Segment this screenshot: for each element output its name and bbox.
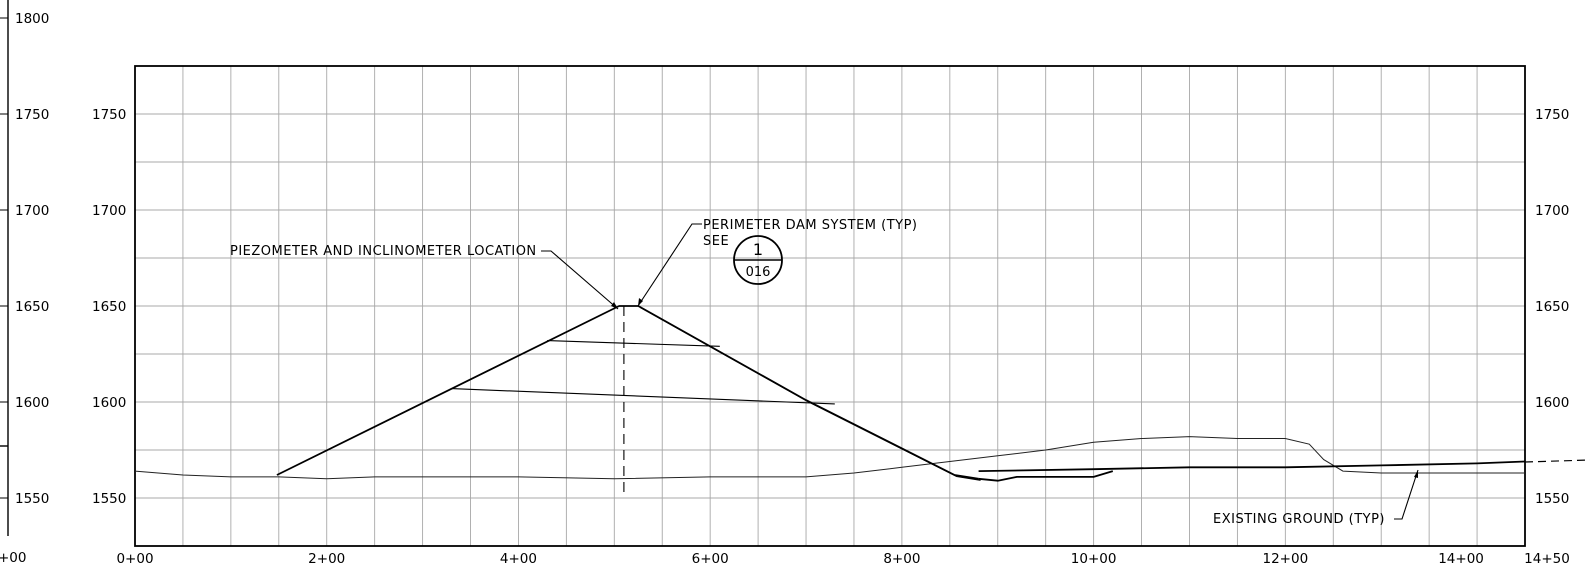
piezometer-leader xyxy=(541,250,619,310)
existing-ground-label: EXISTING GROUND (TYP) xyxy=(1213,512,1385,527)
station-tick-label: 12+00 xyxy=(1263,551,1309,567)
dam-system-callout: PERIMETER DAM SYSTEM (TYP) SEE 1 016 xyxy=(637,218,918,307)
dam-downstream-slope-line xyxy=(637,305,979,480)
profile-series xyxy=(134,305,1526,498)
outer-elevation-label: 1700 xyxy=(15,203,49,219)
station-labels: 0+00 2+00 4+00 6+00 8+00 10+00 12+00 14+00 14+50 xyxy=(116,551,1569,567)
existing-ground-line xyxy=(134,436,1525,480)
station-tick-label: 8+00 xyxy=(883,551,920,567)
dam-upstream-slope-line xyxy=(276,305,639,476)
elevation-tick-label-left: 1750 xyxy=(92,107,126,123)
grade-extension-line xyxy=(1524,459,1590,463)
dam-system-leader xyxy=(637,223,702,307)
existing-ground-arrowhead xyxy=(1414,470,1418,478)
elevation-tick-label-right: 1650 xyxy=(1535,299,1569,315)
existing-ground-leader xyxy=(1394,469,1419,520)
piezometer-arrowhead xyxy=(611,302,618,309)
elevation-tick-label-right: 1750 xyxy=(1535,107,1569,123)
elevation-tick-label-right: 1550 xyxy=(1535,491,1569,507)
station-tick-label: 2+00 xyxy=(308,551,345,567)
upper-bench-line xyxy=(547,340,720,347)
detail-number: 1 xyxy=(753,240,763,259)
existing-ground-callout: EXISTING GROUND (TYP) xyxy=(1213,469,1419,527)
elevation-labels-right: 1550 1600 1650 1700 1750 xyxy=(1535,107,1569,507)
detail-sheet-number: 016 xyxy=(746,265,771,280)
outer-elevation-label: 1650 xyxy=(15,299,49,315)
lower-bench-line xyxy=(451,388,835,405)
toe-channel-line xyxy=(978,470,1114,482)
elevation-tick-label-left: 1650 xyxy=(92,299,126,315)
detail-reference-bubble: 1 016 xyxy=(733,235,783,285)
dam-downstream-liner-line xyxy=(640,307,981,481)
piezometer-callout: PIEZOMETER AND INCLINOMETER LOCATION xyxy=(230,244,619,310)
station-tick-label: 4+00 xyxy=(500,551,537,567)
outer-elevation-label: 1750 xyxy=(15,107,49,123)
elevation-tick-label-left: 1550 xyxy=(92,491,126,507)
elevation-tick-label-left: 1600 xyxy=(92,395,126,411)
outer-elevation-label: 1550 xyxy=(15,491,49,507)
station-tick-label: 10+00 xyxy=(1071,551,1117,567)
station-tick-label: 14+50 xyxy=(1524,551,1570,567)
elevation-tick-label-right: 1700 xyxy=(1535,203,1569,219)
outer-elevation-labels: 1550 1600 1650 1700 1750 1800 xyxy=(0,11,49,507)
plot-frame xyxy=(134,65,1526,547)
dam-system-see-label: SEE xyxy=(703,234,729,249)
elevation-labels-left: 1550 1600 1650 1700 1750 xyxy=(92,107,126,507)
outer-elevation-label: 1600 xyxy=(15,395,49,411)
station-tick-label: 0+00 xyxy=(116,551,153,567)
downstream-grade-line xyxy=(978,460,1526,472)
piezometer-label: PIEZOMETER AND INCLINOMETER LOCATION xyxy=(230,244,537,259)
left-offsheet-station-label: +00 xyxy=(0,550,27,566)
elevation-tick-label-right: 1600 xyxy=(1535,395,1569,411)
plot-grid xyxy=(135,66,1525,546)
dam-system-arrowhead xyxy=(638,298,643,306)
elevation-tick-label-left: 1700 xyxy=(92,203,126,219)
station-tick-label: 14+00 xyxy=(1438,551,1484,567)
station-tick-label: 6+00 xyxy=(692,551,729,567)
outer-elevation-label: 1800 xyxy=(15,11,49,27)
dam-system-label: PERIMETER DAM SYSTEM (TYP) xyxy=(703,218,918,233)
